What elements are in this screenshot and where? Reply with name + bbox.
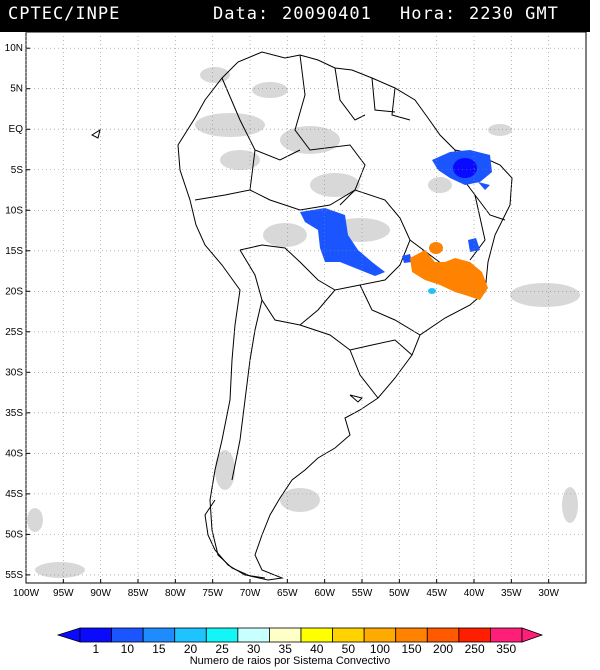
colorbar-swatch — [269, 627, 302, 643]
lon-tick-label: 30W — [538, 588, 559, 599]
colorbar-swatch — [490, 627, 523, 643]
colorbar-label: 250 — [465, 642, 485, 656]
colorbar-labels: 1 10 15 20 25 30 35 40 50 100 150 200 250 350 — [92, 642, 516, 656]
colorbar-label: 1 — [92, 642, 99, 656]
lat-tick-label: 45S — [5, 489, 23, 500]
lon-tick-label: 70W — [240, 588, 261, 599]
colorbar-arrow-right — [521, 627, 544, 643]
colorbar-swatch — [300, 627, 333, 643]
lon-tick-label: 75W — [202, 588, 223, 599]
colorbar-label: 100 — [370, 642, 390, 656]
longitude-labels: 100W 95W 90W 85W 80W 75W 70W 65W 60W 55W 50W 45W 40W… — [13, 588, 560, 599]
lightning-dense-blue — [453, 158, 477, 178]
colorbar-swatch — [142, 627, 176, 643]
colorbar — [56, 627, 544, 643]
hour-label: Hora: — [400, 4, 457, 24]
lightning-high — [410, 242, 488, 300]
colorbar-swatch — [395, 627, 428, 643]
colorbar-label: 20 — [184, 642, 198, 656]
lon-tick-label: 100W — [13, 588, 40, 599]
colorbar-arrow-left — [56, 627, 81, 643]
colorbar-label: 25 — [215, 642, 229, 656]
lon-tick-label: 35W — [501, 588, 522, 599]
hour-value: 2230 GMT — [469, 4, 559, 24]
lon-tick-label: 40W — [464, 588, 485, 599]
lightning-mid — [428, 288, 436, 294]
lon-tick-label: 65W — [277, 588, 298, 599]
lon-tick-label: 80W — [165, 588, 186, 599]
lat-tick-label: 15S — [5, 246, 23, 257]
lat-tick-label: 10N — [5, 43, 23, 54]
source-label: CPTEC/INPE — [8, 4, 121, 24]
lat-tick-label: 40S — [5, 448, 23, 459]
colorbar-label: 35 — [279, 642, 293, 656]
lon-tick-label: 55W — [352, 588, 373, 599]
title-bar: CPTEC/INPE Data: 20090401 Hora: 2230 GMT — [0, 0, 590, 32]
lat-tick-label: 5N — [10, 84, 23, 95]
lon-tick-label: 60W — [314, 588, 335, 599]
colorbar-label: 40 — [310, 642, 324, 656]
date-label: Data: — [213, 4, 270, 24]
lat-tick-label: 30S — [5, 367, 23, 378]
lat-tick-label: 10S — [5, 205, 23, 216]
lon-tick-label: 95W — [53, 588, 74, 599]
lat-tick-label: 55S — [5, 570, 23, 581]
colorbar-label: 10 — [121, 642, 135, 656]
colorbar-swatch — [458, 627, 491, 643]
colorbar-label: 50 — [342, 642, 356, 656]
colorbar-label: 30 — [247, 642, 261, 656]
colorbar-swatch — [205, 627, 239, 643]
date-value: 20090401 — [282, 4, 372, 24]
colorbar-swatch — [111, 627, 144, 643]
colorbar-caption: Numero de raios por Sistema Convectivo — [190, 655, 391, 667]
lon-tick-label: 90W — [90, 588, 111, 599]
lon-tick-label: 50W — [389, 588, 410, 599]
lat-tick-label: 5S — [11, 165, 24, 176]
colorbar-label: 350 — [496, 642, 516, 656]
colorbar-swatch — [426, 627, 460, 643]
colorbar-swatch — [174, 627, 207, 643]
lat-tick-label: 50S — [5, 529, 23, 540]
colorbar-label: 150 — [401, 642, 421, 656]
lat-tick-label: 35S — [5, 408, 23, 419]
lat-tick-label: 25S — [5, 327, 23, 338]
latitude-labels: 10N 5N EQ 5S 10S 15S 20S 25S 30S 35S 40S 45S 50S 55S — [5, 43, 24, 581]
colorbar-swatch — [237, 627, 270, 643]
colorbar-swatch — [363, 627, 397, 643]
lon-tick-label: 45W — [426, 588, 447, 599]
colorbar-swatch — [332, 627, 365, 643]
lat-tick-label: EQ — [9, 124, 24, 135]
colorbar-swatch — [79, 627, 112, 643]
lat-tick-label: 20S — [5, 286, 23, 297]
lon-tick-label: 85W — [128, 588, 149, 599]
colorbar-label: 15 — [152, 642, 166, 656]
graticule — [25, 32, 586, 583]
colorbar-label: 200 — [433, 642, 453, 656]
